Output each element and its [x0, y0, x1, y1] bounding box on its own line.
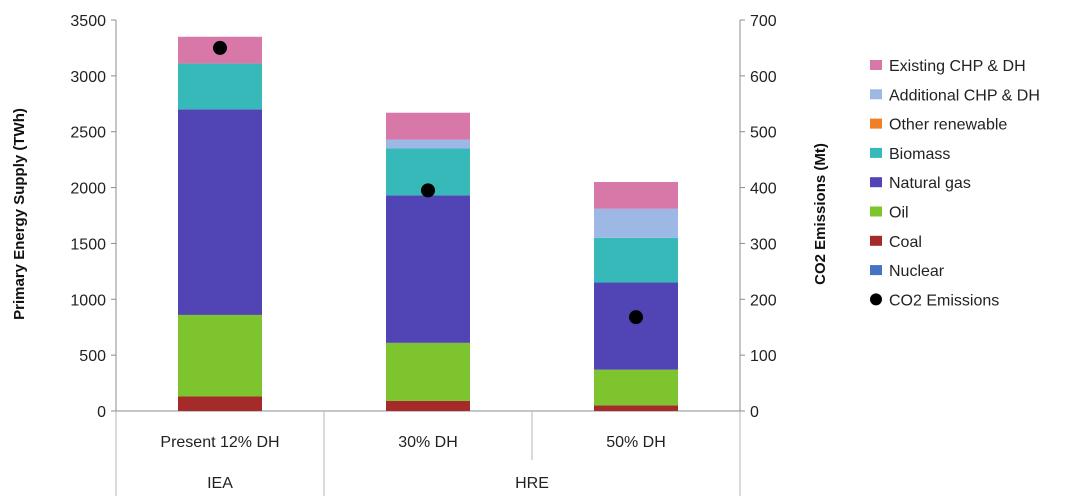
y-tick-label-left: 3500 — [70, 13, 106, 30]
co2-point — [213, 40, 227, 55]
legend: Existing CHP & DH Additional CHP & DH Othe… — [870, 58, 1040, 309]
bar-segment — [594, 405, 678, 411]
co2-points — [213, 40, 643, 325]
legend-swatch — [870, 235, 882, 246]
bar-segment — [178, 314, 262, 397]
bars — [178, 36, 678, 411]
y-tick-label-right: 200 — [750, 292, 777, 309]
bar-segment — [178, 109, 262, 315]
legend-swatch — [870, 60, 882, 70]
legend-label: Nuclear — [889, 263, 945, 280]
category-label: 30% DH — [398, 434, 458, 451]
y-axis-title-left: Primary Energy Supply (TWh) — [11, 108, 28, 320]
legend-label: Other renewable — [889, 117, 1007, 134]
y-tick-label-right: 700 — [750, 13, 777, 30]
bar-segment — [178, 396, 262, 411]
legend-label: Existing CHP & DH — [889, 58, 1026, 75]
bar-segment — [594, 282, 678, 370]
bar-segment — [386, 112, 470, 140]
legend-label: Biomass — [889, 146, 950, 163]
y-axis-title-right: CO2 Emissions (Mt) — [812, 143, 829, 285]
legend-swatch — [870, 265, 882, 276]
y-tick-label-right: 500 — [750, 125, 777, 142]
bar-segment — [386, 400, 470, 411]
legend-label: CO2 Emissions — [889, 292, 999, 309]
legend-label: Oil — [889, 205, 909, 222]
legend-swatch — [870, 89, 882, 100]
y-tick-label-right: 100 — [750, 348, 777, 365]
legend-swatch — [870, 206, 882, 217]
bar-segment — [386, 195, 470, 343]
bar-segment — [594, 181, 678, 209]
group-label: HRE — [515, 475, 549, 492]
group-label: IEA — [207, 475, 233, 492]
bar-segment — [386, 139, 470, 149]
category-label: Present 12% DH — [160, 434, 279, 451]
bar-segment — [594, 237, 678, 283]
co2-point — [421, 183, 435, 198]
legend-label: Natural gas — [889, 175, 971, 192]
y-tick-label-left: 0 — [97, 404, 106, 421]
bar-segment — [178, 63, 262, 110]
axes: 0 500 1000 1500 2000 2500 3000 3500 0 100 200 300 40… — [70, 13, 777, 496]
y-tick-label-right: 600 — [750, 69, 777, 86]
legend-label: Coal — [889, 234, 922, 251]
y-tick-label-left: 1500 — [70, 236, 106, 253]
legend-swatch — [870, 177, 882, 188]
y-tick-label-left: 2500 — [70, 125, 106, 142]
co2-point — [629, 310, 643, 325]
legend-label: Additional CHP & DH — [889, 87, 1040, 104]
bar-segment — [594, 208, 678, 238]
legend-swatch — [870, 147, 882, 158]
y-tick-label-left: 500 — [79, 348, 106, 365]
y-tick-label-right: 300 — [750, 236, 777, 253]
bar-segment — [594, 369, 678, 406]
legend-swatch — [870, 118, 882, 129]
y-tick-label-right: 400 — [750, 181, 777, 198]
y-tick-label-right: 0 — [750, 404, 759, 421]
legend-marker — [870, 293, 882, 306]
y-tick-label-left: 2000 — [70, 181, 106, 198]
category-label: 50% DH — [606, 434, 666, 451]
y-tick-label-left: 1000 — [70, 292, 106, 309]
bar-segment — [386, 342, 470, 401]
y-tick-label-left: 3000 — [70, 69, 106, 86]
